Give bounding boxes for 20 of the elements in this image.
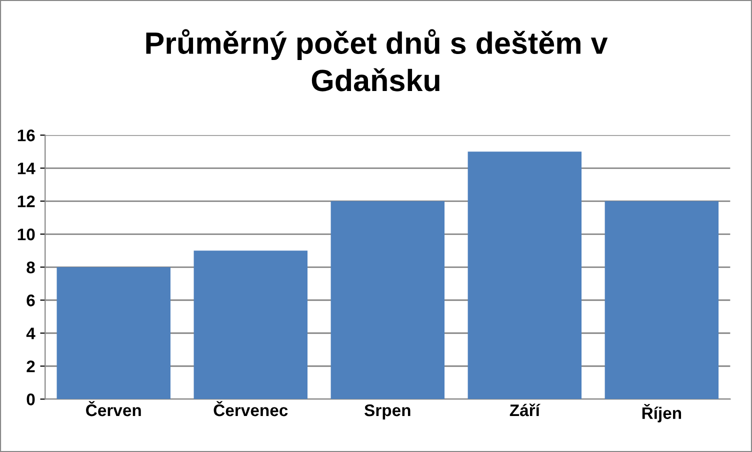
bar	[194, 250, 308, 400]
bar	[330, 201, 445, 400]
x-tick-label: Srpen	[364, 404, 410, 420]
bar	[604, 201, 719, 400]
y-tick-label: 4	[26, 328, 36, 340]
y-tick-label: 6	[26, 294, 35, 306]
x-tick-label: Září	[510, 404, 540, 416]
x-tick-label: Červenec	[214, 401, 288, 416]
chart-title: Průměrný počet dnů s deštěm v Gdaňsku	[146, 29, 608, 92]
y-tick-label: 12	[18, 196, 35, 208]
bar	[56, 267, 170, 400]
y-tick-label: 14	[18, 162, 36, 174]
bar	[468, 152, 582, 400]
x-tick-label: Červen	[86, 401, 141, 416]
y-tick-label: 2	[26, 360, 35, 372]
x-tick-label: Říjen	[642, 404, 682, 422]
y-tick-label: 16	[18, 130, 35, 142]
y-tick-label: 8	[26, 262, 35, 274]
y-tick-label: 10	[18, 228, 35, 240]
y-tick-label: 0	[26, 394, 35, 406]
